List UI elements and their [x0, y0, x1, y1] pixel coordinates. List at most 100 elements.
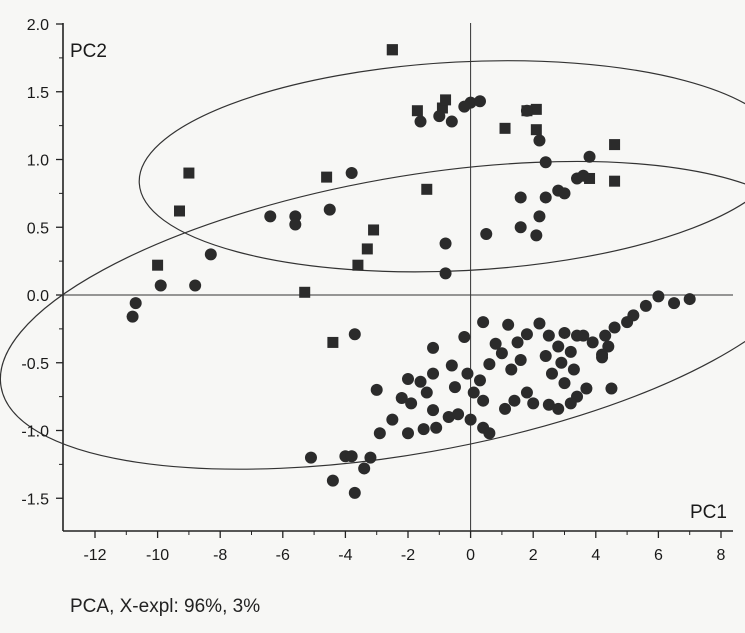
circle-point [542, 398, 555, 411]
circle-point [652, 290, 665, 303]
circle-point [433, 110, 446, 123]
circle-point [483, 358, 496, 371]
circle-point [473, 95, 486, 108]
circle-point [511, 336, 524, 349]
circle-point [430, 421, 443, 434]
y-tick-label: 1.0 [27, 153, 49, 170]
circle-point [668, 297, 681, 310]
circle-point [373, 427, 386, 440]
circle-point [539, 191, 552, 204]
circle-point [520, 386, 533, 399]
circle-point [489, 337, 502, 350]
circle-point [445, 115, 458, 128]
circle-point [639, 299, 652, 312]
circle-point [539, 349, 552, 362]
square-point [530, 124, 542, 136]
y-axis-label: PC2 [70, 41, 107, 62]
circle-point [558, 377, 571, 390]
x-tick-label: 6 [654, 547, 663, 564]
circle-point [467, 386, 480, 399]
circle-point [483, 427, 496, 440]
x-axis-label: PC1 [690, 502, 727, 523]
circle-point [477, 316, 490, 329]
circle-point [533, 134, 546, 147]
circle-point [599, 329, 612, 342]
y-tick-label: 0.5 [27, 220, 49, 237]
square-point [609, 139, 621, 151]
circle-point [533, 210, 546, 223]
circle-point [586, 336, 599, 349]
circle-point [602, 340, 615, 353]
x-tick-label: -6 [276, 547, 290, 564]
square-point [530, 103, 542, 115]
circle-point [445, 359, 458, 372]
circle-point [386, 413, 399, 426]
circle-point [204, 248, 217, 261]
square-point [440, 94, 452, 106]
square-point [499, 122, 511, 134]
circle-point [608, 321, 621, 334]
circle-point [564, 345, 577, 358]
circle-point [439, 237, 452, 250]
circle-point [564, 397, 577, 410]
square-point [152, 259, 164, 271]
square-point [609, 175, 621, 187]
circle-point [499, 402, 512, 415]
circle-point [514, 191, 527, 204]
circle-point [348, 328, 361, 341]
y-tick-label: -0.5 [21, 356, 49, 373]
x-tick-label: 0 [466, 547, 475, 564]
circle-point [370, 383, 383, 396]
y-tick-label: -1.5 [21, 491, 49, 508]
square-point [352, 259, 364, 271]
circle-point [420, 386, 433, 399]
circle-point [596, 351, 609, 364]
x-tick-label: -12 [83, 547, 106, 564]
data-points [126, 44, 696, 499]
tick-marks [56, 23, 722, 538]
y-tick-label: 2.0 [27, 17, 49, 34]
square-point [584, 172, 596, 184]
tick-labels: -12 -10 -8 -6 -4 -2 0 2 4 6 8 2.0 1.5 1.0 0.5 0.0 -0.5 -1… [21, 17, 725, 564]
circle-point [154, 279, 167, 292]
square-point [174, 205, 186, 217]
circle-point [461, 367, 474, 380]
circle-point [530, 229, 543, 242]
y-tick-label: 1.5 [27, 85, 49, 102]
circle-point [323, 203, 336, 216]
circle-point [458, 100, 471, 113]
confidence-ellipses [0, 60, 745, 470]
reference-lines [63, 23, 733, 531]
confidence-ellipse-1 [138, 60, 745, 273]
circle-point [405, 397, 418, 410]
x-tick-label: 4 [591, 547, 600, 564]
circle-point [402, 427, 414, 440]
circle-point [514, 221, 527, 234]
square-point [299, 286, 311, 298]
x-tick-label: 8 [717, 547, 726, 564]
circle-point [126, 310, 139, 323]
circle-point [345, 167, 358, 180]
circle-point [558, 326, 571, 339]
circle-point [448, 381, 461, 394]
circle-point [402, 373, 414, 386]
y-tick-label: 0.0 [27, 288, 49, 305]
circle-point [542, 329, 555, 342]
circle-point [129, 297, 142, 310]
circle-point [583, 150, 596, 163]
square-point [421, 183, 433, 195]
axes-frame [62, 23, 733, 532]
circle-point [364, 451, 377, 464]
circle-point [473, 374, 486, 387]
chart-caption: PCA, X-expl: 96%, 3% [70, 596, 261, 617]
circle-point [264, 210, 277, 223]
circle-point [189, 279, 202, 292]
square-point [183, 167, 195, 179]
circle-point [345, 450, 358, 463]
circle-point [552, 402, 565, 415]
circle-point [358, 462, 371, 475]
circle-point [289, 218, 302, 231]
circle-point [414, 375, 427, 388]
